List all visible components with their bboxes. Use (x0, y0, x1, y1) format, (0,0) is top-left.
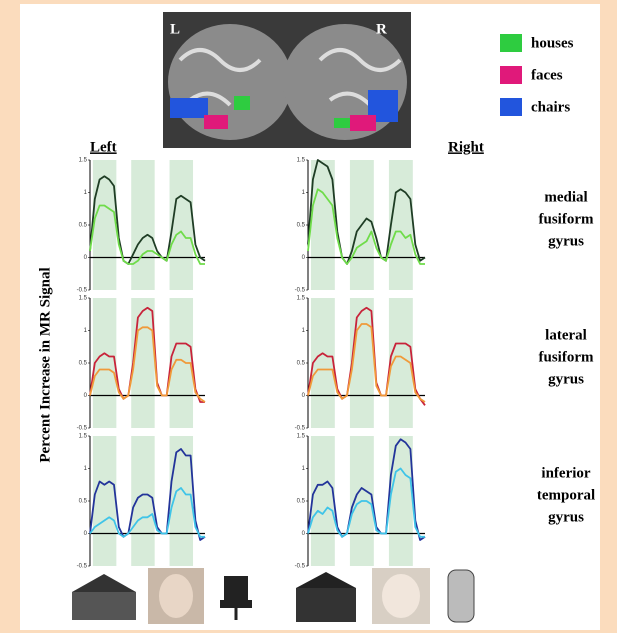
row-label: lateral (545, 327, 587, 343)
stimulus-band (93, 160, 116, 290)
stimulus-band (93, 436, 116, 566)
y-tick-label: 0.5 (79, 223, 88, 229)
y-tick-label: 1.5 (79, 158, 88, 164)
y-tick-label: 1.5 (297, 158, 306, 164)
y-axis-label: Percent Increase in MR Signal (37, 267, 53, 462)
y-tick-label: 0.5 (79, 361, 88, 367)
legend: houses faces chairs (500, 34, 574, 116)
legend-swatch (500, 98, 522, 116)
row-label: temporal (537, 487, 595, 503)
brain-label: R (376, 21, 387, 37)
column-title: Left (90, 139, 117, 155)
legend-label: chairs (531, 99, 570, 115)
stimulus-band (311, 160, 335, 290)
stimulus-band (389, 160, 413, 290)
stimulus-band (131, 436, 154, 566)
stimulus-band (311, 298, 335, 428)
y-tick-label: 1.5 (297, 434, 306, 440)
y-tick-label: -0.5 (295, 564, 306, 570)
brain-label: L (170, 21, 180, 37)
column-title: Right (448, 139, 484, 155)
stimulus-band (389, 436, 413, 566)
y-tick-label: 1.5 (297, 296, 306, 302)
figure: L R houses faces chairs Left Right Perce… (0, 0, 617, 633)
row-label: fusiform (539, 211, 594, 227)
y-tick-label: 0.5 (79, 499, 88, 505)
y-tick-label: 0.5 (297, 499, 306, 505)
y-tick-label: 0.5 (297, 223, 306, 229)
y-tick-label: -0.5 (77, 426, 88, 432)
y-tick-label: 1.5 (79, 434, 88, 440)
y-tick-label: -0.5 (295, 426, 306, 432)
row-label: fusiform (539, 349, 594, 365)
row-label: inferior (541, 465, 590, 481)
legend-label: faces (531, 67, 563, 83)
legend-swatch (500, 34, 522, 52)
legend-label: houses (531, 35, 574, 51)
y-tick-label: 0.5 (297, 361, 306, 367)
brain-image: L R (163, 12, 411, 148)
stimulus-band (131, 160, 154, 290)
legend-swatch (500, 66, 522, 84)
y-tick-label: 1.5 (79, 296, 88, 302)
row-label: gyrus (548, 509, 584, 525)
y-tick-label: -0.5 (77, 564, 88, 570)
row-label: gyrus (548, 371, 584, 387)
stimulus-band (93, 298, 116, 428)
row-label: gyrus (548, 233, 584, 249)
stimulus-band (311, 436, 335, 566)
page: L R houses faces chairs Left Right Perce… (0, 0, 617, 633)
row-label: medial (544, 189, 587, 205)
y-tick-label: -0.5 (77, 288, 88, 294)
y-tick-label: -0.5 (295, 288, 306, 294)
